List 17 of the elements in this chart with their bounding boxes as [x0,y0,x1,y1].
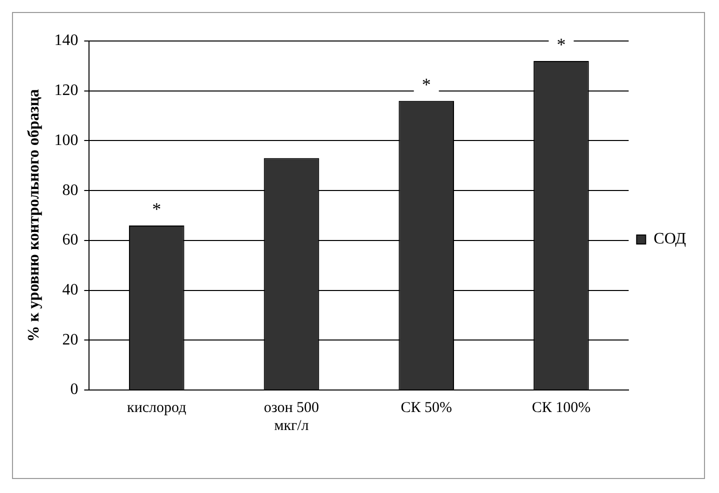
x-tick-label: СК 50% [400,400,452,416]
y-axis-title: % к уровню контрольного образца [26,89,43,342]
x-tick-label: озон 500 мкг/л [264,400,320,434]
y-tick-label: 40 [62,281,78,298]
y-tick-label: 120 [54,82,78,100]
y-tick-label: 80 [62,182,78,199]
annotation: * [152,199,162,220]
annotation: * [556,34,566,55]
annotation: * [422,74,431,95]
y-tick-label: 100 [54,132,78,149]
x-tick-label: кислород [127,400,187,416]
y-tick-label: 20 [62,331,78,348]
legend-label: СОД [654,230,686,248]
x-tick-label: СК 100% [532,400,591,416]
y-tick-label: 0 [70,381,78,398]
y-tick-label: 140 [54,32,78,50]
y-tick-label: 60 [62,232,78,249]
